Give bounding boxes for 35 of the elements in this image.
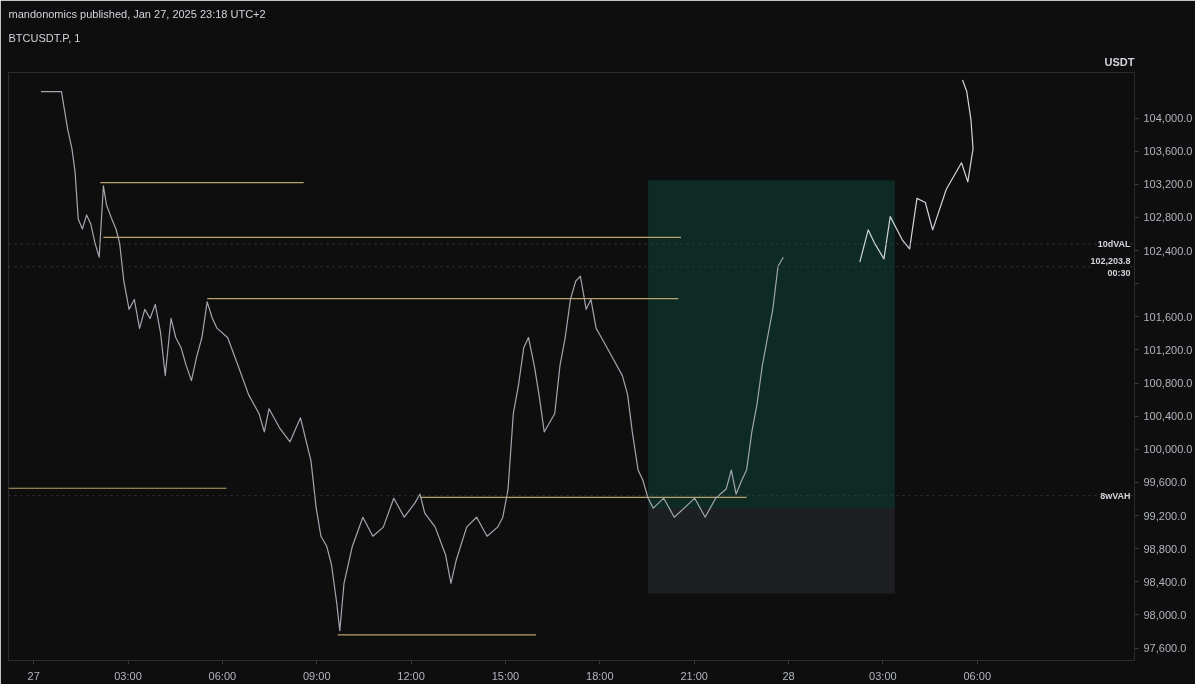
y-tick-label: 101,600.0 <box>1143 310 1193 323</box>
chart-subtitle: BTCUSDT.P, 1 <box>8 31 81 44</box>
y-tick-label: 102,800.0 <box>1143 211 1193 224</box>
y-tick-label: 98,800.0 <box>1143 542 1187 555</box>
x-tick-label: 28 <box>782 669 795 682</box>
y-tick-label: 99,200.0 <box>1143 509 1187 522</box>
y-tick-label: 99,600.0 <box>1143 476 1187 489</box>
x-tick-label: 18:00 <box>586 669 614 682</box>
y-tick-label: 100,400.0 <box>1143 410 1193 423</box>
y-tick-label: 101,200.0 <box>1143 343 1193 356</box>
y-tick-label: 97,600.0 <box>1143 642 1187 655</box>
x-tick-label: 06:00 <box>208 669 237 682</box>
x-tick-label: 09:00 <box>302 669 331 682</box>
ref-line-label: 102,203.8 00:30 <box>1090 255 1131 278</box>
x-tick-label: 03:00 <box>869 669 897 682</box>
x-tick-label: 15:00 <box>491 669 520 682</box>
y-axis-title: USDT <box>1104 55 1135 68</box>
x-tick-label: 21:00 <box>680 669 708 682</box>
y-tick-label: 100,000.0 <box>1143 443 1193 456</box>
ref-line-label: 8wVAH <box>1100 490 1131 501</box>
y-tick-label: 98,000.0 <box>1143 608 1187 621</box>
y-tick-label: 100,800.0 <box>1143 377 1193 390</box>
y-tick-label: 98,400.0 <box>1143 575 1187 588</box>
chart-title: mandonomics published, Jan 27, 2025 23:18 UTC+2 <box>8 7 266 20</box>
y-tick-label: 103,200.0 <box>1143 178 1193 191</box>
line-series <box>40 90 784 632</box>
ref-line-label: 10dVAL <box>1097 238 1131 249</box>
x-tick-label: 03:00 <box>114 669 142 682</box>
y-tick-label: 102,400.0 <box>1143 244 1193 257</box>
y-tick-label: 103,600.0 <box>1143 145 1193 158</box>
x-tick-label: 27 <box>27 669 40 682</box>
x-tick-label: 12:00 <box>397 669 425 682</box>
line-series <box>859 79 974 263</box>
y-tick-label: 104,000.0 <box>1143 112 1193 125</box>
x-tick-label: 06:00 <box>963 669 992 682</box>
